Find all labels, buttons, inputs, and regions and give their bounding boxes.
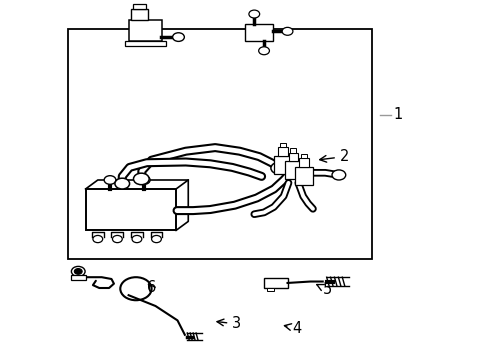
Bar (288, 153, 298, 161)
Bar (290, 148, 296, 153)
Circle shape (133, 173, 149, 185)
Circle shape (93, 235, 102, 243)
Bar (301, 154, 306, 158)
Circle shape (104, 176, 116, 184)
Text: 5: 5 (316, 282, 331, 297)
Text: 1: 1 (393, 107, 402, 122)
Circle shape (138, 176, 150, 184)
Circle shape (258, 47, 269, 55)
Circle shape (112, 235, 122, 243)
Bar (71, 275, 86, 280)
Circle shape (120, 277, 151, 300)
Bar (85, 189, 176, 230)
Text: 4: 4 (284, 321, 301, 336)
Bar (266, 288, 273, 291)
Bar (299, 158, 308, 167)
Text: 2: 2 (319, 149, 348, 164)
Bar (128, 20, 162, 41)
Circle shape (331, 170, 345, 180)
Circle shape (74, 269, 82, 274)
Circle shape (282, 27, 292, 35)
Bar (277, 147, 287, 156)
Circle shape (151, 235, 161, 243)
Bar (273, 156, 291, 174)
Bar (68, 29, 371, 259)
Circle shape (115, 178, 129, 189)
Bar (264, 278, 287, 288)
Text: 3: 3 (217, 316, 241, 332)
Circle shape (172, 33, 184, 41)
Bar (124, 41, 166, 46)
Bar (279, 143, 285, 147)
Bar (131, 9, 148, 20)
Bar (284, 161, 302, 179)
Bar (245, 24, 272, 41)
Circle shape (248, 10, 259, 18)
Bar (133, 4, 145, 9)
Bar (295, 167, 312, 185)
Circle shape (71, 266, 85, 276)
Text: 6: 6 (147, 280, 156, 296)
Circle shape (270, 162, 286, 174)
Circle shape (132, 235, 142, 243)
